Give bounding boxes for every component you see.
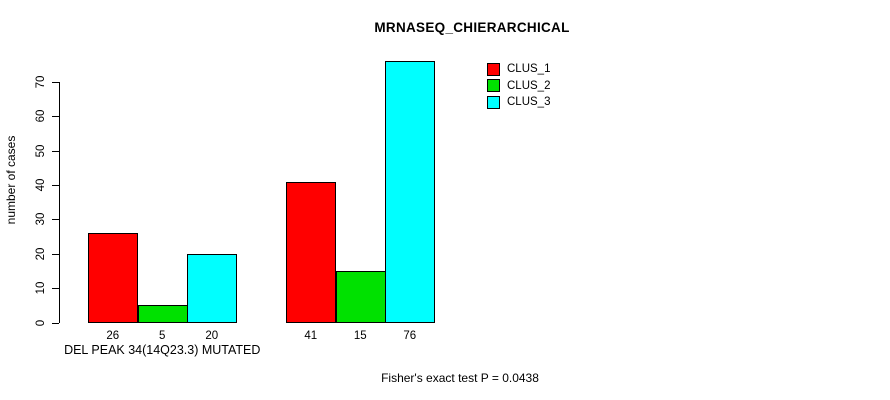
bar-value-label: 76 bbox=[403, 329, 417, 342]
bar-clus_2-group2 bbox=[335, 270, 386, 324]
y-axis-tick bbox=[52, 322, 59, 324]
y-axis-line bbox=[59, 82, 60, 323]
legend-label-clus2: CLUS_2 bbox=[507, 79, 551, 92]
y-axis-tick-label: 60 bbox=[35, 109, 47, 123]
y-axis-label: number of cases bbox=[4, 135, 18, 225]
y-axis-tick-label: 30 bbox=[35, 213, 47, 226]
bar-clus_1-group2 bbox=[286, 181, 336, 324]
y-axis-tick-label: 10 bbox=[35, 281, 47, 295]
fisher-test-annotation: Fisher's exact test P = 0.0438 bbox=[381, 371, 539, 385]
y-axis-tick-label: 40 bbox=[35, 178, 47, 192]
bar-value-label: 20 bbox=[205, 329, 219, 342]
legend-entry: CLUS_3 bbox=[487, 94, 550, 111]
y-axis-tick bbox=[52, 253, 59, 255]
bar-value-label: 5 bbox=[159, 329, 166, 342]
y-axis-tick-label: 20 bbox=[35, 247, 47, 261]
y-axis-tick-label: 70 bbox=[35, 75, 47, 89]
legend-label-clus1: CLUS_1 bbox=[507, 63, 551, 76]
y-axis-tick bbox=[52, 116, 59, 118]
y-axis-tick bbox=[52, 150, 59, 152]
y-axis-tick-label: 50 bbox=[35, 144, 47, 158]
y-axis-tick bbox=[52, 185, 59, 187]
chart-title: MRNASEQ_CHIERARCHICAL bbox=[374, 20, 570, 35]
legend-entry: CLUS_2 bbox=[487, 78, 550, 95]
bar-clus_2-group1 bbox=[137, 305, 188, 324]
legend-swatch-clus1 bbox=[487, 62, 500, 76]
x-axis-group-label: DEL PEAK 34(14Q23.3) MUTATED bbox=[64, 342, 261, 357]
bar-clus_3-group1 bbox=[187, 253, 237, 324]
y-axis-tick bbox=[52, 288, 59, 290]
bar-value-label: 41 bbox=[304, 329, 318, 342]
bar-clus_1-group1 bbox=[88, 233, 138, 324]
legend-swatch-clus3 bbox=[487, 95, 500, 109]
legend-swatch-clus2 bbox=[487, 79, 500, 93]
y-axis-tick-label: 0 bbox=[35, 319, 47, 326]
y-axis-tick bbox=[52, 219, 59, 221]
bar-clus_3-group2 bbox=[385, 61, 435, 324]
y-axis-tick bbox=[52, 82, 59, 83]
legend-entry: CLUS_1 bbox=[487, 61, 550, 78]
bar-value-label: 26 bbox=[106, 329, 120, 342]
bar-value-label: 15 bbox=[353, 329, 367, 342]
legend: CLUS_1 CLUS_2 CLUS_3 bbox=[487, 61, 550, 111]
legend-label-clus3: CLUS_3 bbox=[507, 96, 551, 109]
